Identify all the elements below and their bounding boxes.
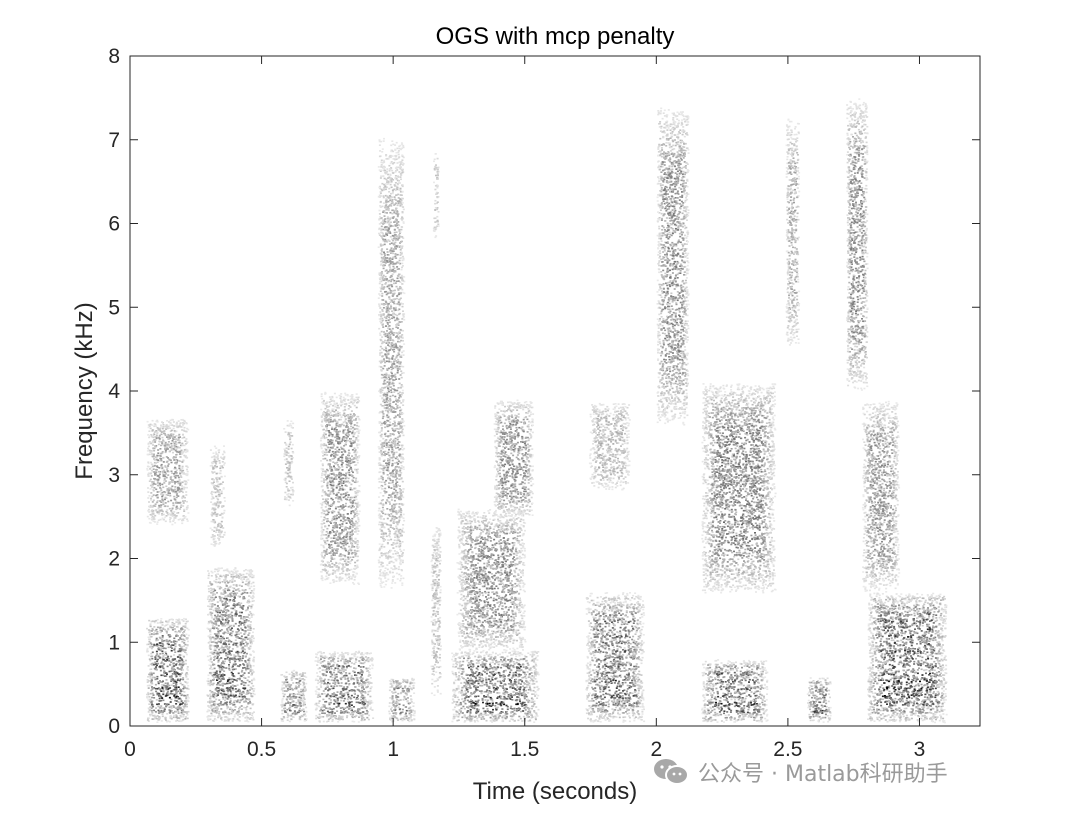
y-tick-label: 3 bbox=[108, 464, 120, 487]
y-tick-label: 5 bbox=[108, 296, 120, 319]
y-tick-label: 8 bbox=[108, 45, 120, 68]
x-tick-label: 1 bbox=[387, 738, 399, 761]
y-axis-label: Frequency (kHz) bbox=[71, 302, 98, 479]
watermark-text: 公众号 · Matlab科研助手 bbox=[698, 756, 948, 788]
y-tick-label: 7 bbox=[108, 129, 120, 152]
chart-title: OGS with mcp penalty bbox=[436, 23, 675, 50]
y-tick-label: 0 bbox=[108, 715, 120, 738]
y-tick-label: 1 bbox=[108, 631, 120, 654]
x-axis-label: Time (seconds) bbox=[473, 778, 637, 805]
x-tick-label: 0.5 bbox=[247, 738, 276, 761]
y-tick-label: 2 bbox=[108, 548, 120, 571]
watermark: 公众号 · Matlab科研助手 bbox=[652, 756, 948, 788]
wechat-icon bbox=[652, 757, 690, 787]
y-tick-label: 6 bbox=[108, 213, 120, 236]
x-tick-label: 0 bbox=[124, 738, 136, 761]
x-tick-label: 1.5 bbox=[510, 738, 539, 761]
y-tick-label: 4 bbox=[108, 380, 120, 403]
